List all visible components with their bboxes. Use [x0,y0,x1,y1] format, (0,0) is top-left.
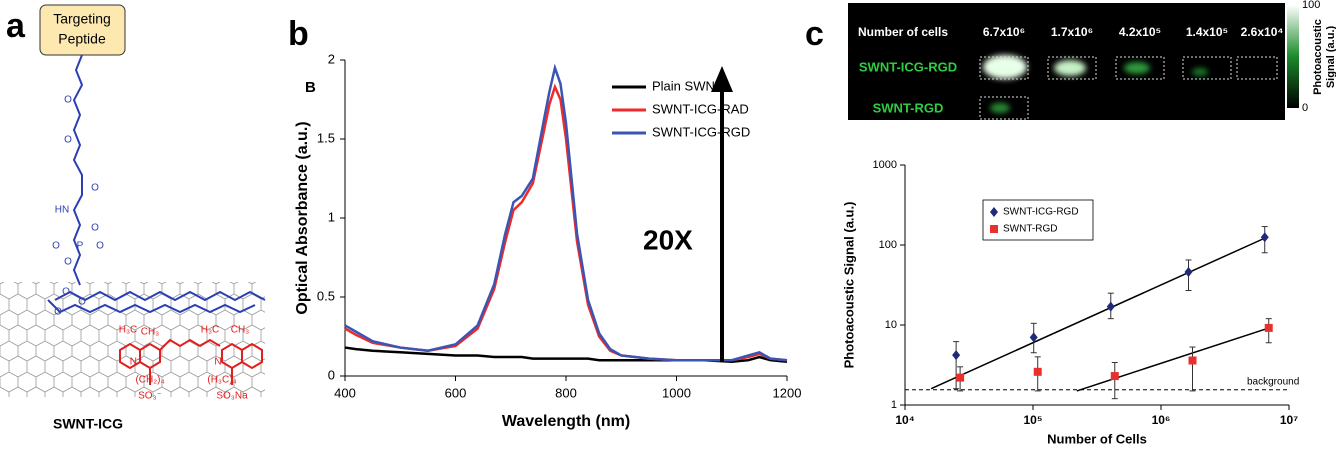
x-tick-label: 10⁵ [1024,413,1043,427]
marker [1029,332,1038,343]
legend-swatch [990,207,998,217]
x-tick-label: 10⁴ [895,413,914,427]
colorbar-tick: 100 [1302,0,1320,11]
atom-label: O [62,287,70,298]
atom-label: O [52,241,60,252]
y-tick-label: 2 [328,51,335,66]
colorbar-title: Signal (a.u.) [1325,25,1336,88]
marker [1264,323,1273,332]
x-tick-label: 10⁶ [1152,413,1171,427]
y-axis-label: Optical Absorbance (a.u.) [294,121,311,314]
y-tick-label: 10 [885,319,897,331]
atom-label: N⁺ [130,357,143,368]
row-label: SWNT-ICG-RGD [859,59,957,74]
legend-label: SWNT-ICG-RGD [1003,207,1079,218]
x-tick-label: 1200 [773,385,802,400]
marker [1188,356,1197,365]
sublabel: B [305,79,316,96]
structure-name: SWNT-ICG [53,416,123,432]
atom-label: O [91,183,99,194]
legend-label: SWNT-RGD [1003,224,1057,235]
atom-label: H₃C [119,325,138,336]
icg-dye [119,338,263,385]
atom-label: H₃C [201,325,220,336]
lipid-tail [54,290,266,302]
x-tick-label: 600 [445,385,467,400]
x-tick-label: 400 [334,385,356,400]
legend-label: SWNT-ICG-RGD [652,124,750,139]
x-tick-label: 10⁷ [1280,413,1298,427]
marker [1184,266,1193,277]
y-tick-label: 1000 [873,159,897,171]
structure [0,4,266,397]
y-tick-label: 100 [879,239,897,251]
atom-label: O [64,95,72,106]
atom-label: O [91,223,99,234]
peptide-label: Peptide [58,31,106,47]
trendline [1076,327,1267,392]
annotation: 20X [643,224,693,255]
column-label: 2.6x10⁴ [1241,25,1284,39]
atom-label: O [54,307,62,318]
colorbar [1287,5,1299,108]
atom-label: CH₃ [231,325,250,336]
legend-swatch [990,225,998,233]
image-header: Number of cells [858,25,948,39]
row-label: SWNT-RGD [873,100,944,115]
column-label: 4.2x10⁵ [1119,25,1161,39]
legend-label: SWNT-ICG-RAD [652,101,749,116]
column-label: 1.7x10⁶ [1051,25,1093,39]
panel-label: b [288,15,309,53]
atom-label: P [77,241,84,252]
legend-label: Plain SWNT [652,78,723,93]
atom-label: N [214,357,221,368]
y-tick-label: 1 [328,209,335,224]
column-label: 1.4x10⁵ [1186,25,1228,39]
roi-boxes [979,56,1278,120]
marker [1106,301,1115,312]
atom-label: SO₃Na [216,391,248,402]
atom-label: O [64,257,72,268]
legend-box [982,199,1094,241]
colorbar-title: Photoacoustic [1312,19,1324,95]
marker [1260,232,1269,243]
atom-label: O [78,297,86,308]
x-tick-label: 1000 [662,385,691,400]
panel-label: c [805,15,824,53]
pa-image [848,3,1299,120]
marker [956,373,965,382]
marker [952,350,961,361]
y-axis-label: Photoacoustic Signal (a.u.) [841,202,856,369]
line-series [344,63,788,362]
x-tick-label: 800 [555,385,577,400]
atom-label: (CH₂)₄ [135,375,164,386]
atom-label: CH₃ [141,327,160,338]
y-tick-label: 1.5 [317,130,335,145]
annotation-arrowhead [711,66,733,92]
x-axis-label: Wavelength (nm) [502,413,630,430]
y-tick-label: 1 [891,399,897,411]
y-tick-label: 0 [328,367,335,382]
column-label: 6.7x10⁶ [983,25,1025,39]
atom-label: O [96,241,104,252]
lipid-tail [47,299,256,314]
atom-label: SO₃⁻ [138,391,162,402]
marker [1033,367,1042,376]
panel-label: a [6,7,26,45]
marker [1110,372,1119,381]
nanotube-lattice [0,282,265,397]
y-tick-label: 0.5 [317,288,335,303]
colorbar-tick: 0 [1302,102,1308,114]
background-label: background [1247,376,1299,387]
atom-label: HN [55,205,69,216]
peptide-label: Targeting [53,11,111,27]
trendline [930,236,1268,390]
atom-label: (H₃C)₄ [207,375,236,386]
atom-label: O [64,135,72,146]
linker [72,54,84,286]
peptide-box [39,4,126,56]
signal-blobs [983,55,1208,113]
x-axis-label: Number of Cells [1047,431,1147,446]
